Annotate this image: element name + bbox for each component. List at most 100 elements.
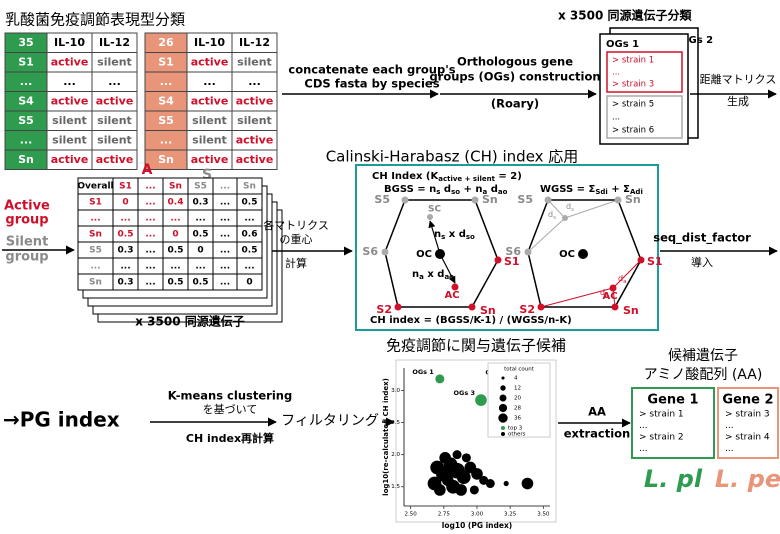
node-dot (524, 248, 532, 256)
node-dot (427, 214, 433, 220)
x-tick-label: 3.00 (471, 512, 484, 518)
text-part: + n (460, 184, 482, 195)
y-tick-label: 3.0 (391, 388, 400, 394)
text-part: d (618, 274, 623, 283)
matrix-text: Overall (77, 182, 113, 192)
table-text: silent (237, 55, 272, 68)
legend-size (498, 403, 508, 413)
matrix-text: ... (120, 214, 130, 224)
point-label: OGs 3 (453, 389, 475, 397)
matrix-text: ... (145, 262, 155, 272)
matrix-text: 0.5 (118, 230, 134, 240)
node-dot (614, 196, 622, 204)
table-text: S1 (18, 55, 34, 68)
matrix-text: 0 (122, 198, 128, 208)
y-tick-label: 1.5 (391, 484, 400, 490)
legend-label: top 3 (508, 426, 523, 432)
legend-label: others (508, 432, 526, 438)
matrix-text: ... (145, 182, 155, 192)
node-dot (578, 249, 588, 259)
matrix-text: Sn (169, 182, 182, 192)
text-part: + Σ (608, 184, 630, 195)
table-text: S5 (18, 114, 34, 127)
subscript: s (436, 188, 440, 196)
data-point (503, 480, 509, 487)
matrix-text: ... (145, 230, 155, 240)
subscript: ao (498, 188, 508, 196)
matrix-text: ... (145, 214, 155, 224)
node-label: Sn (623, 304, 639, 317)
matrix-text: S5 (89, 246, 102, 256)
node-label: SC (428, 205, 441, 215)
node-dot (468, 303, 476, 311)
table-text: ... (20, 75, 33, 88)
arrow (428, 220, 441, 255)
legend-size (500, 385, 506, 391)
group-label: Silent (6, 235, 49, 250)
node-label: S5 (517, 193, 533, 206)
text-part: = 2) (495, 171, 522, 182)
table-text: silent (97, 133, 132, 146)
strain: ... (612, 113, 620, 123)
step-text: 計算 (285, 256, 307, 270)
matrix-text: 0.6 (242, 230, 258, 240)
group-label: Active (4, 199, 50, 214)
subscript: s (571, 207, 574, 213)
subscript: so (451, 188, 460, 196)
strain: ... (725, 444, 734, 454)
step-text: 各マトリクス (263, 218, 329, 232)
matrix-text: ... (170, 262, 180, 272)
data-point (434, 484, 446, 496)
step-text: の重心 (280, 232, 313, 246)
legend-label: 20 (514, 396, 521, 402)
data-point (471, 468, 483, 480)
node-dot (609, 284, 617, 292)
table-text: Sn (158, 153, 174, 166)
table-text: ... (108, 75, 121, 88)
table-text: active (51, 55, 89, 68)
subscript: a (605, 293, 608, 299)
node-dot (494, 256, 502, 264)
connector (547, 199, 566, 219)
strain: ... (612, 68, 620, 78)
formula: da (600, 288, 609, 299)
table-text: active (191, 153, 229, 166)
data-point (485, 479, 495, 489)
matrix-text: ... (90, 214, 100, 224)
matrix-text: S5 (194, 182, 207, 192)
point-label: OGs 1 (412, 368, 434, 376)
table-text: S4 (18, 94, 34, 107)
matrix-text: ... (90, 262, 100, 272)
section-title: アミノ酸配列 (AA) (644, 367, 763, 383)
node-dot (637, 256, 645, 264)
text-part: CH Index (K (372, 171, 439, 182)
step-text: を基づいて (203, 403, 258, 416)
x-tick-label: 3.50 (537, 512, 550, 518)
node-label: Sn (482, 193, 498, 206)
formula: ds (548, 210, 556, 221)
matrix-text: ... (220, 230, 230, 240)
matrix-text: ... (244, 262, 254, 272)
table-text: IL-10 (194, 36, 225, 49)
strain: > strain 5 (612, 100, 654, 110)
data-point (475, 394, 487, 406)
data-point (455, 484, 467, 496)
text-part: d (566, 202, 571, 211)
formula: CH Index (Kactive + silent = 2) (372, 171, 522, 183)
table-text: ... (20, 133, 33, 146)
matrix-text: ... (195, 214, 205, 224)
table-cell (91, 149, 138, 170)
legend-swatch (501, 426, 505, 430)
text-part: d (440, 184, 451, 195)
data-point (456, 470, 471, 484)
og-label: OGs 1 (606, 39, 639, 50)
step-text: K-means clustering (168, 389, 292, 403)
subscript: a (483, 188, 488, 196)
table-text: silent (192, 114, 227, 127)
group-letter: S (202, 167, 212, 183)
strain: > strain 6 (612, 126, 654, 136)
legend-swatch (501, 432, 505, 436)
step-text: フィルタリング (281, 413, 379, 429)
matrix-text: 0.3 (193, 198, 209, 208)
connector (540, 287, 614, 308)
